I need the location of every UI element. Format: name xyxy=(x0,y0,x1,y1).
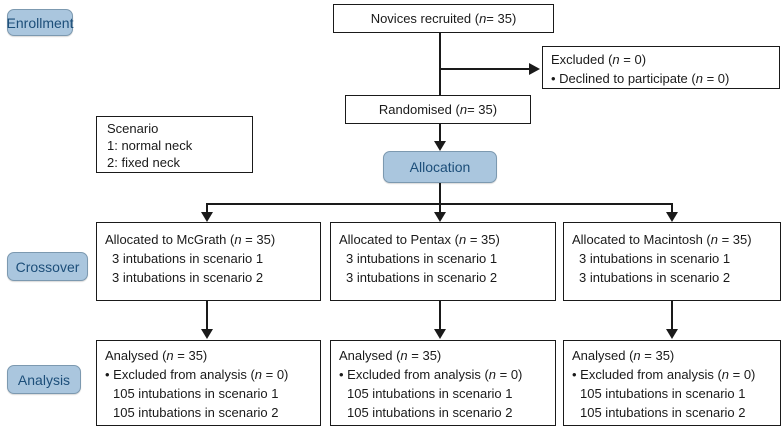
randomised-box: Randomised (n = 35) xyxy=(345,95,531,124)
connector-macintosh-to-analysis xyxy=(671,301,673,330)
arm-box-macintosh: Allocated to Macintosh (n = 35) 3 intuba… xyxy=(563,222,781,301)
scenario-note-title: Scenario xyxy=(107,121,159,136)
arrowhead-analysis-mcgrath xyxy=(201,329,213,339)
connector-to-excluded xyxy=(440,68,529,70)
analysis-line: 105 intubations in scenario 2 xyxy=(580,405,746,420)
arrowhead-analysis-pentax xyxy=(434,329,446,339)
arm-title: Allocated to McGrath (n = 35) xyxy=(105,232,276,247)
novices-recruited-box: Novices recruited (n = 35) xyxy=(333,4,554,33)
connector-randomised-to-allocation xyxy=(439,124,441,142)
excluded-reason-line: • Declined to participate (n = 0) xyxy=(551,71,730,86)
arrowhead-allocation xyxy=(434,141,446,151)
arrowhead-excluded xyxy=(529,63,540,75)
connector-mcgrath-to-analysis xyxy=(206,301,208,330)
arm-line: 3 intubations in scenario 2 xyxy=(579,270,731,285)
analysis-line: 105 intubations in scenario 1 xyxy=(347,386,513,401)
connector-novices-to-randomised xyxy=(439,33,441,95)
stage-label-enrollment: Enrollment xyxy=(7,9,73,36)
analysis-line: 105 intubations in scenario 1 xyxy=(113,386,279,401)
connector-pentax-to-analysis xyxy=(439,301,441,330)
arrowhead-arm-pentax xyxy=(434,212,446,222)
arm-box-pentax: Allocated to Pentax (n = 35) 3 intubatio… xyxy=(330,222,556,301)
analysis-box-mcgrath: Analysed (n = 35) • Excluded from analys… xyxy=(96,340,321,426)
analysis-line: • Excluded from analysis (n = 0) xyxy=(105,367,289,382)
connector-branch-right xyxy=(671,203,673,213)
arrowhead-analysis-macintosh xyxy=(666,329,678,339)
stage-label-crossover: Crossover xyxy=(7,252,88,281)
analysis-title: Analysed (n = 35) xyxy=(339,348,442,363)
connector-allocation-to-branch xyxy=(439,183,441,205)
arm-line: 3 intubations in scenario 1 xyxy=(346,251,498,266)
analysis-box-pentax: Analysed (n = 35) • Excluded from analys… xyxy=(330,340,556,426)
connector-branch-left xyxy=(206,203,208,213)
arm-line: 3 intubations in scenario 2 xyxy=(112,270,264,285)
arm-title: Allocated to Macintosh (n = 35) xyxy=(572,232,752,247)
analysis-box-macintosh: Analysed (n = 35) • Excluded from analys… xyxy=(563,340,781,426)
analysis-line: • Excluded from analysis (n = 0) xyxy=(572,367,756,382)
analysis-line: 105 intubations in scenario 2 xyxy=(113,405,279,420)
excluded-line: Excluded (n = 0) xyxy=(551,52,647,67)
arm-box-mcgrath: Allocated to McGrath (n = 35) 3 intubati… xyxy=(96,222,321,301)
analysis-line: • Excluded from analysis (n = 0) xyxy=(339,367,523,382)
stage-label-allocation: Allocation xyxy=(383,151,497,183)
arm-title: Allocated to Pentax (n = 35) xyxy=(339,232,500,247)
arm-line: 3 intubations in scenario 2 xyxy=(346,270,498,285)
connector-branch-mid xyxy=(439,203,441,213)
scenario-note-box: Scenario 1: normal neck 2: fixed neck xyxy=(96,116,253,173)
arrowhead-arm-macintosh xyxy=(666,212,678,222)
stage-label-analysis: Analysis xyxy=(7,365,81,394)
arm-line: 3 intubations in scenario 1 xyxy=(112,251,264,266)
analysis-line: 105 intubations in scenario 2 xyxy=(347,405,513,420)
scenario-note-line: 2: fixed neck xyxy=(107,155,180,170)
analysis-title: Analysed (n = 35) xyxy=(572,348,675,363)
scenario-note-line: 1: normal neck xyxy=(107,138,193,153)
analysis-title: Analysed (n = 35) xyxy=(105,348,208,363)
arrowhead-arm-mcgrath xyxy=(201,212,213,222)
analysis-line: 105 intubations in scenario 1 xyxy=(580,386,746,401)
excluded-box: Excluded (n = 0) • Declined to participa… xyxy=(542,46,780,89)
arm-line: 3 intubations in scenario 1 xyxy=(579,251,731,266)
